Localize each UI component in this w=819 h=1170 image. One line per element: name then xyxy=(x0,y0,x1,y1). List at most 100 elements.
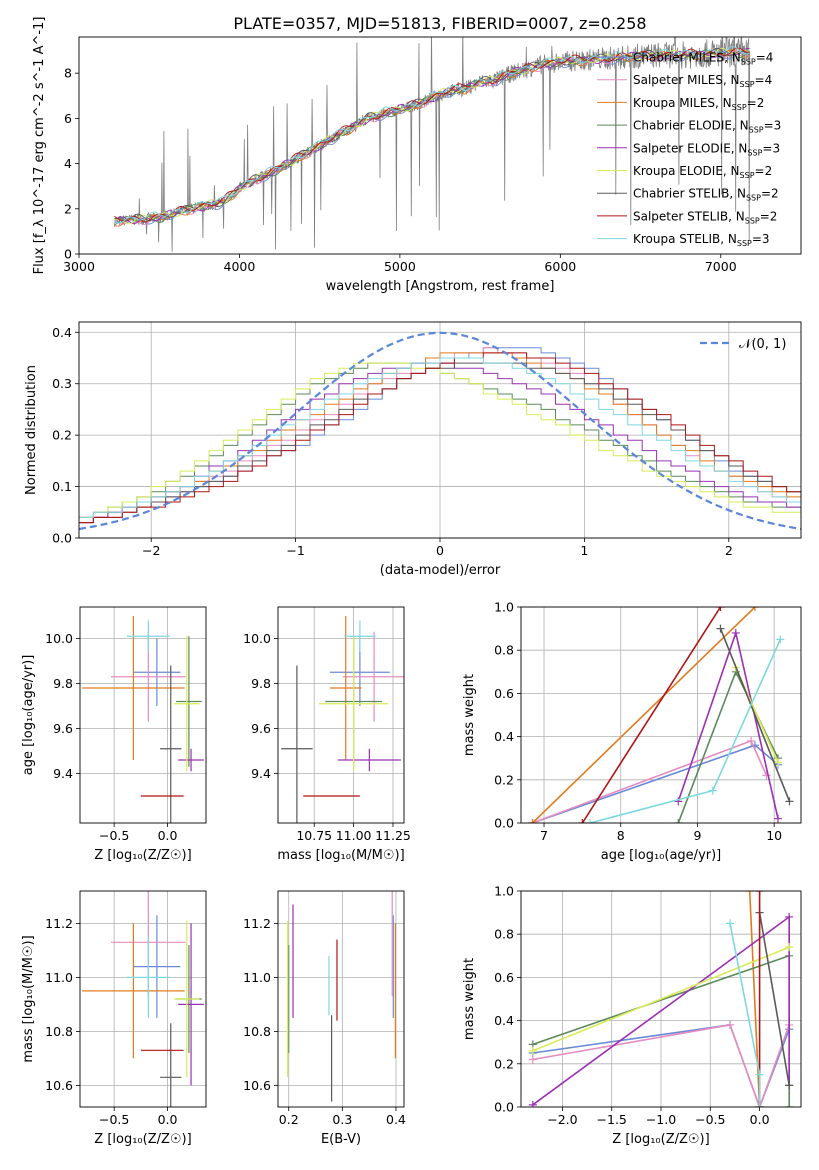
model-line-kroupa-stelib xyxy=(114,46,750,224)
histogram-chabrier-stelib xyxy=(79,362,801,524)
y-axis-label: age [log₁₀(age/yr)] xyxy=(21,655,36,776)
legend-label: Salpeter MILES, NSSP=4 xyxy=(633,73,772,89)
x-tick-label: −2 xyxy=(142,543,160,558)
y-tick-label: 0.2 xyxy=(52,428,72,443)
legend-nssp: =2 xyxy=(760,209,778,223)
legend-subscript: SSP xyxy=(740,171,755,180)
weight-marker xyxy=(785,943,794,952)
x-tick-label: −0.5 xyxy=(99,828,129,843)
plot-area xyxy=(281,616,404,823)
plot-area xyxy=(528,891,794,1107)
panel-spectrum: 3000 4000 5000 6000 7000 0 2 4 6 8 wavelength [Ang… xyxy=(32,17,802,294)
weight-marker xyxy=(726,1020,735,1029)
x-axis-label: mass [log₁₀(M/M☉)] xyxy=(277,848,404,863)
weight-marker xyxy=(528,1055,537,1064)
panel-mass-weight-vs-age: 7 8 9 10 0.0 0.2 0.4 0.6 0.8 1.0 age [log₁₀(age/yr… xyxy=(462,600,802,863)
y-tick-label: 0.2 xyxy=(494,1056,514,1071)
histogram-kroupa-elodie xyxy=(79,362,801,518)
legend-label: Chabrier STELIB, NSSP=2 xyxy=(633,187,779,203)
x-tick-label: −1 xyxy=(286,543,304,558)
y-axis-label: mass weight xyxy=(462,674,477,756)
x-tick-label: 9 xyxy=(693,828,701,843)
plot-area xyxy=(528,607,794,823)
x-axis-label: Z [log₁₀(Z/Z☉)] xyxy=(94,1132,191,1147)
histogram-kroupa-stelib xyxy=(79,357,801,518)
x-tick-label: 8 xyxy=(617,828,625,843)
panel-mass-vs-ebv: 0.2 0.3 0.4 10.6 10.8 11.0 11.2 E(B-V) xyxy=(243,890,406,1147)
x-axis-label: age [log₁₀(age/yr)] xyxy=(601,848,722,863)
legend-nssp: =3 xyxy=(752,232,770,246)
weight-line-chabrier-stelib xyxy=(719,628,791,802)
x-tick-label: −1.0 xyxy=(646,1112,676,1127)
histogram-salpeter-stelib xyxy=(79,352,801,524)
weight-marker xyxy=(773,758,782,767)
x-tick-label: 0.0 xyxy=(158,1112,178,1127)
x-tick-label: −0.5 xyxy=(99,1112,129,1127)
y-tick-label: 9.6 xyxy=(53,721,73,736)
x-tick-label: 3000 xyxy=(63,259,95,274)
weight-marker xyxy=(674,819,683,823)
x-tick-label: 0.0 xyxy=(750,1112,770,1127)
weight-marker xyxy=(747,736,756,745)
legend-subscript: SSP xyxy=(745,216,760,225)
y-tick-label: 11.2 xyxy=(45,916,73,931)
y-tick-label: 10.8 xyxy=(243,1024,271,1039)
y-tick-label: 9.4 xyxy=(53,766,73,781)
x-axis-label: Z [log₁₀(Z/Z☉)] xyxy=(612,1132,709,1147)
panel-residuals: −2 −1 0 1 2 0.0 0.1 0.2 0.3 0.4 (data-model)/error… xyxy=(24,321,802,578)
y-tick-label: 10.6 xyxy=(45,1078,73,1093)
y-tick-label: 0 xyxy=(64,247,72,262)
y-tick-label: 0.1 xyxy=(52,479,72,494)
plot-area xyxy=(79,331,801,531)
gaussian-curve xyxy=(79,331,801,531)
x-tick-label: 10 xyxy=(766,828,782,843)
weight-marker xyxy=(726,919,735,928)
y-axis-label: Normed distribution xyxy=(24,365,39,495)
legend-label: Kroupa STELIB, NSSP=3 xyxy=(633,232,770,248)
y-tick-label: 11.2 xyxy=(243,916,271,931)
weight-marker xyxy=(528,1100,537,1107)
x-tick-label: 0.2 xyxy=(279,1112,299,1127)
weight-marker xyxy=(528,1046,537,1055)
axes-frame xyxy=(79,890,207,1108)
weight-marker xyxy=(776,635,785,644)
y-tick-label: 11.0 xyxy=(45,970,73,985)
weight-marker xyxy=(528,819,537,823)
x-axis-label: wavelength [Angstrom, rest frame] xyxy=(326,279,555,294)
y-tick-label: 1.0 xyxy=(494,600,514,615)
panels: 3000 4000 5000 6000 7000 0 2 4 6 8 wavelength [Ang… xyxy=(21,17,802,1147)
panel-age-vs-Z: −0.5 0.0 9.4 9.6 9.8 10.0 Z [log₁₀(Z/Z☉)] age [… xyxy=(21,606,207,863)
x-axis-label: Z [log₁₀(Z/Z☉)] xyxy=(94,848,191,863)
plot-area xyxy=(287,891,397,1102)
x-tick-label: −0.5 xyxy=(695,1112,725,1127)
y-tick-label: 11.0 xyxy=(243,970,271,985)
y-tick-label: 1.0 xyxy=(494,884,514,899)
x-tick-label: 0.3 xyxy=(332,1112,352,1127)
histogram-chabrier-elodie xyxy=(79,362,801,518)
x-tick-label: 7000 xyxy=(705,259,737,274)
x-tick-label: 0.0 xyxy=(158,828,178,843)
y-tick-label: 0.4 xyxy=(494,729,514,744)
legend-nssp: =4 xyxy=(755,73,773,87)
weight-line-kroupa-miles xyxy=(748,891,761,1107)
y-axis-label: mass [log₁₀(M/M☉)] xyxy=(21,935,36,1062)
y-tick-label: 6 xyxy=(64,111,72,126)
legend-subscript: SSP xyxy=(749,126,764,135)
y-tick-label: 10.8 xyxy=(45,1024,73,1039)
weight-line-chabrier-miles xyxy=(532,744,779,823)
legend-label: Chabrier MILES, NSSP=4 xyxy=(633,51,773,67)
axes-frame xyxy=(78,36,802,255)
weight-marker xyxy=(755,891,764,895)
x-tick-label: −1.5 xyxy=(597,1112,627,1127)
weight-marker xyxy=(755,1103,764,1107)
y-axis-label: mass weight xyxy=(462,958,477,1040)
x-tick-label: 10.75 xyxy=(296,828,332,843)
weight-line-kroupa-elodie xyxy=(532,946,790,1052)
y-tick-label: 10.0 xyxy=(45,631,73,646)
weight-line-salpeter-miles xyxy=(532,1023,790,1107)
y-tick-label: 9.6 xyxy=(251,721,271,736)
y-tick-label: 9.8 xyxy=(53,676,73,691)
legend-label: 𝒩(0, 1) xyxy=(739,337,786,352)
y-tick-label: 0.2 xyxy=(494,772,514,787)
panel-mass-weight-vs-Z: −2.0 −1.5 −1.0 −0.5 0.0 0.0 0.2 0.4 0.6 0.8 1.0 Z [… xyxy=(462,884,802,1147)
